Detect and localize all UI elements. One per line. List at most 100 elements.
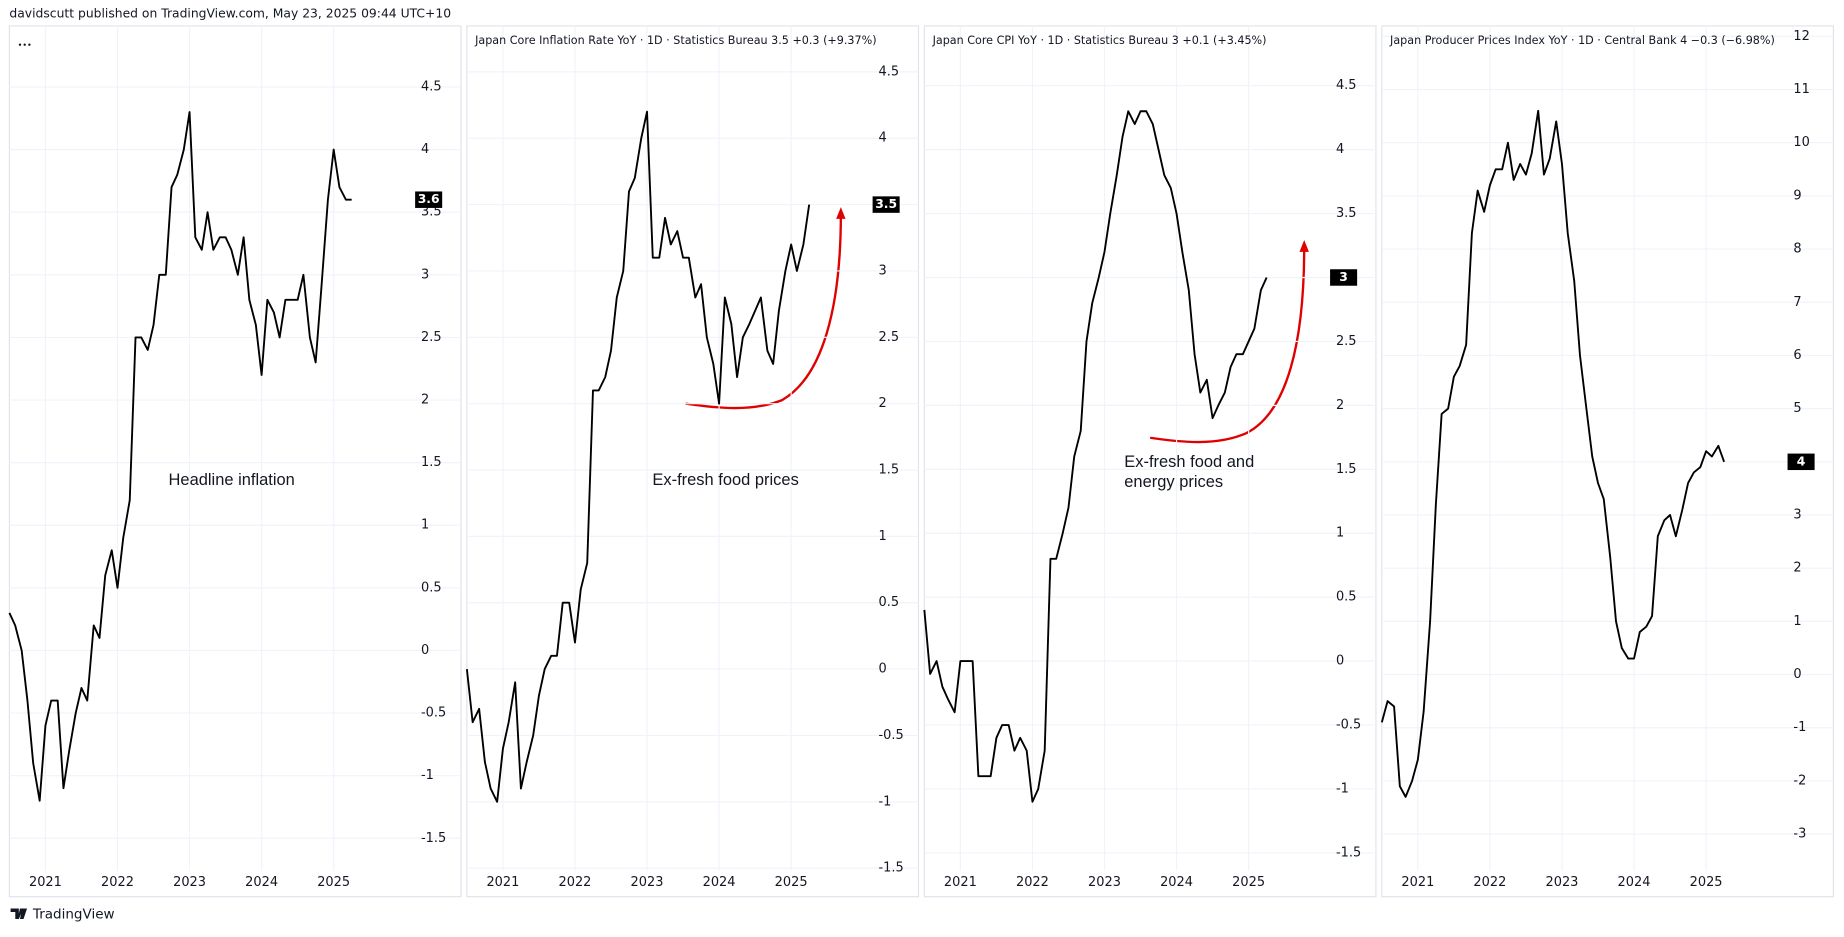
panel <box>8 25 462 898</box>
y-tick-label: -1 <box>1336 781 1349 796</box>
y-tick-label: 3.5 <box>1336 206 1357 221</box>
y-tick-label: 10 <box>1793 135 1809 150</box>
brand: TradingView <box>32 906 115 922</box>
y-tick-label: 2 <box>1793 561 1801 576</box>
x-tick-label: 2024 <box>703 875 736 890</box>
x-tick-label: 2021 <box>944 875 977 890</box>
y-tick-label: 0 <box>878 662 886 677</box>
last-value-label: 3.6 <box>418 192 440 206</box>
y-tick-label: 1 <box>1336 526 1344 541</box>
line-series <box>8 111 352 802</box>
last-value-badge: 3.5 <box>872 196 900 213</box>
y-tick-label: 1 <box>421 518 429 533</box>
chart-title: Japan Core Inflation Rate YoY · 1D · Sta… <box>474 34 876 47</box>
y-tick-label: 5 <box>1793 401 1801 416</box>
y-tick-label: 0 <box>1336 654 1344 669</box>
y-tick-label: 1.5 <box>878 463 899 478</box>
y-tick-label: 6 <box>1793 348 1801 363</box>
x-tick-label: 2023 <box>631 875 664 890</box>
y-tick-label: 2.5 <box>421 330 442 345</box>
y-tick-label: 4.5 <box>1336 78 1357 93</box>
y-tick-label: 0.5 <box>878 595 899 610</box>
x-tick-label: 2025 <box>1690 875 1723 890</box>
y-tick-label: 8 <box>1793 242 1801 257</box>
y-tick-label: 3 <box>1793 507 1801 522</box>
x-tick-label: 2021 <box>486 875 519 890</box>
chart-title: Japan Producer Prices Index YoY · 1D · C… <box>1389 34 1775 47</box>
x-tick-label: 2021 <box>1401 875 1434 890</box>
badge-bg <box>1787 453 1815 471</box>
y-tick-label: 0.5 <box>1336 590 1357 605</box>
panel <box>923 25 1377 898</box>
y-tick-label: -1.5 <box>421 831 446 846</box>
y-tick-label: -1.5 <box>1336 845 1361 860</box>
chart-title: Japan Core CPI YoY · 1D · Statistics Bur… <box>932 34 1267 47</box>
arrow-head <box>1299 240 1309 252</box>
y-tick-label: 2.5 <box>1336 334 1357 349</box>
y-tick-label: 1 <box>878 529 886 544</box>
x-tick-label: 2023 <box>173 875 206 890</box>
y-tick-label: 9 <box>1793 188 1801 203</box>
last-value-badge: 3 <box>1330 269 1358 286</box>
x-tick-label: 2025 <box>775 875 808 890</box>
y-tick-label: -0.5 <box>421 706 446 721</box>
y-tick-label: 4 <box>1336 142 1344 157</box>
y-tick-label: 4.5 <box>421 80 442 95</box>
y-tick-label: 0 <box>421 643 429 658</box>
line-series <box>465 110 811 803</box>
x-tick-label: 2023 <box>1088 875 1121 890</box>
x-tick-label: 2024 <box>245 875 278 890</box>
y-tick-label: 4 <box>421 142 429 157</box>
badge-bg <box>872 196 900 213</box>
y-tick-label: 2 <box>421 393 429 408</box>
badge-bg <box>1330 269 1358 286</box>
y-tick-label: 4.5 <box>878 64 899 79</box>
y-tick-label: 2.5 <box>878 330 899 345</box>
y-tick-label: 11 <box>1793 82 1809 97</box>
menu-dots[interactable] <box>18 43 31 46</box>
x-tick-label: 2022 <box>1473 875 1506 890</box>
arrow-head <box>836 207 846 219</box>
last-value-label: 3.5 <box>875 197 897 211</box>
annotation: Ex-fresh food prices <box>652 469 799 489</box>
last-value-label: 4 <box>1797 454 1806 468</box>
x-tick-label: 2022 <box>101 875 134 890</box>
byline: davidscutt published on TradingView.com,… <box>9 7 451 21</box>
x-tick-label: 2022 <box>559 875 592 890</box>
y-tick-label: -1 <box>1793 720 1806 735</box>
y-tick-label: 2 <box>878 396 886 411</box>
y-tick-label: -1.5 <box>878 861 903 876</box>
x-tick-label: 2024 <box>1160 875 1193 890</box>
y-tick-label: 1.5 <box>1336 462 1357 477</box>
y-tick-label: -2 <box>1793 773 1806 788</box>
x-tick-label: 2024 <box>1618 875 1651 890</box>
y-tick-label: 1 <box>1793 614 1801 629</box>
x-tick-label: 2022 <box>1016 875 1049 890</box>
y-tick-label: 4 <box>878 131 886 146</box>
line-series <box>923 110 1268 803</box>
tv-logo <box>10 908 28 920</box>
y-tick-label: -0.5 <box>878 728 903 743</box>
x-tick-label: 2021 <box>29 875 62 890</box>
last-value-badge: 4 <box>1787 453 1815 471</box>
last-value-badge: 3.6 <box>415 191 443 208</box>
y-tick-label: 3 <box>878 263 886 278</box>
annotation: Ex-fresh food and energy prices <box>1124 451 1255 491</box>
y-tick-label: 1.5 <box>421 455 442 470</box>
y-tick-label: 3 <box>421 267 429 282</box>
last-value-label: 3 <box>1339 270 1348 284</box>
y-tick-label: 0 <box>1793 667 1801 682</box>
y-tick-label: -3 <box>1793 827 1806 842</box>
line-series <box>1380 109 1725 798</box>
y-tick-label: 12 <box>1793 29 1809 44</box>
y-tick-label: 3.5 <box>421 205 442 220</box>
y-tick-label: 2 <box>1336 398 1344 413</box>
x-tick-label: 2023 <box>1546 875 1579 890</box>
panel <box>466 25 920 898</box>
y-tick-label: 7 <box>1793 295 1801 310</box>
y-tick-label: -0.5 <box>1336 718 1361 733</box>
y-tick-label: -1 <box>878 794 891 809</box>
x-tick-label: 2025 <box>1232 875 1265 890</box>
y-tick-label: 0.5 <box>421 580 442 595</box>
